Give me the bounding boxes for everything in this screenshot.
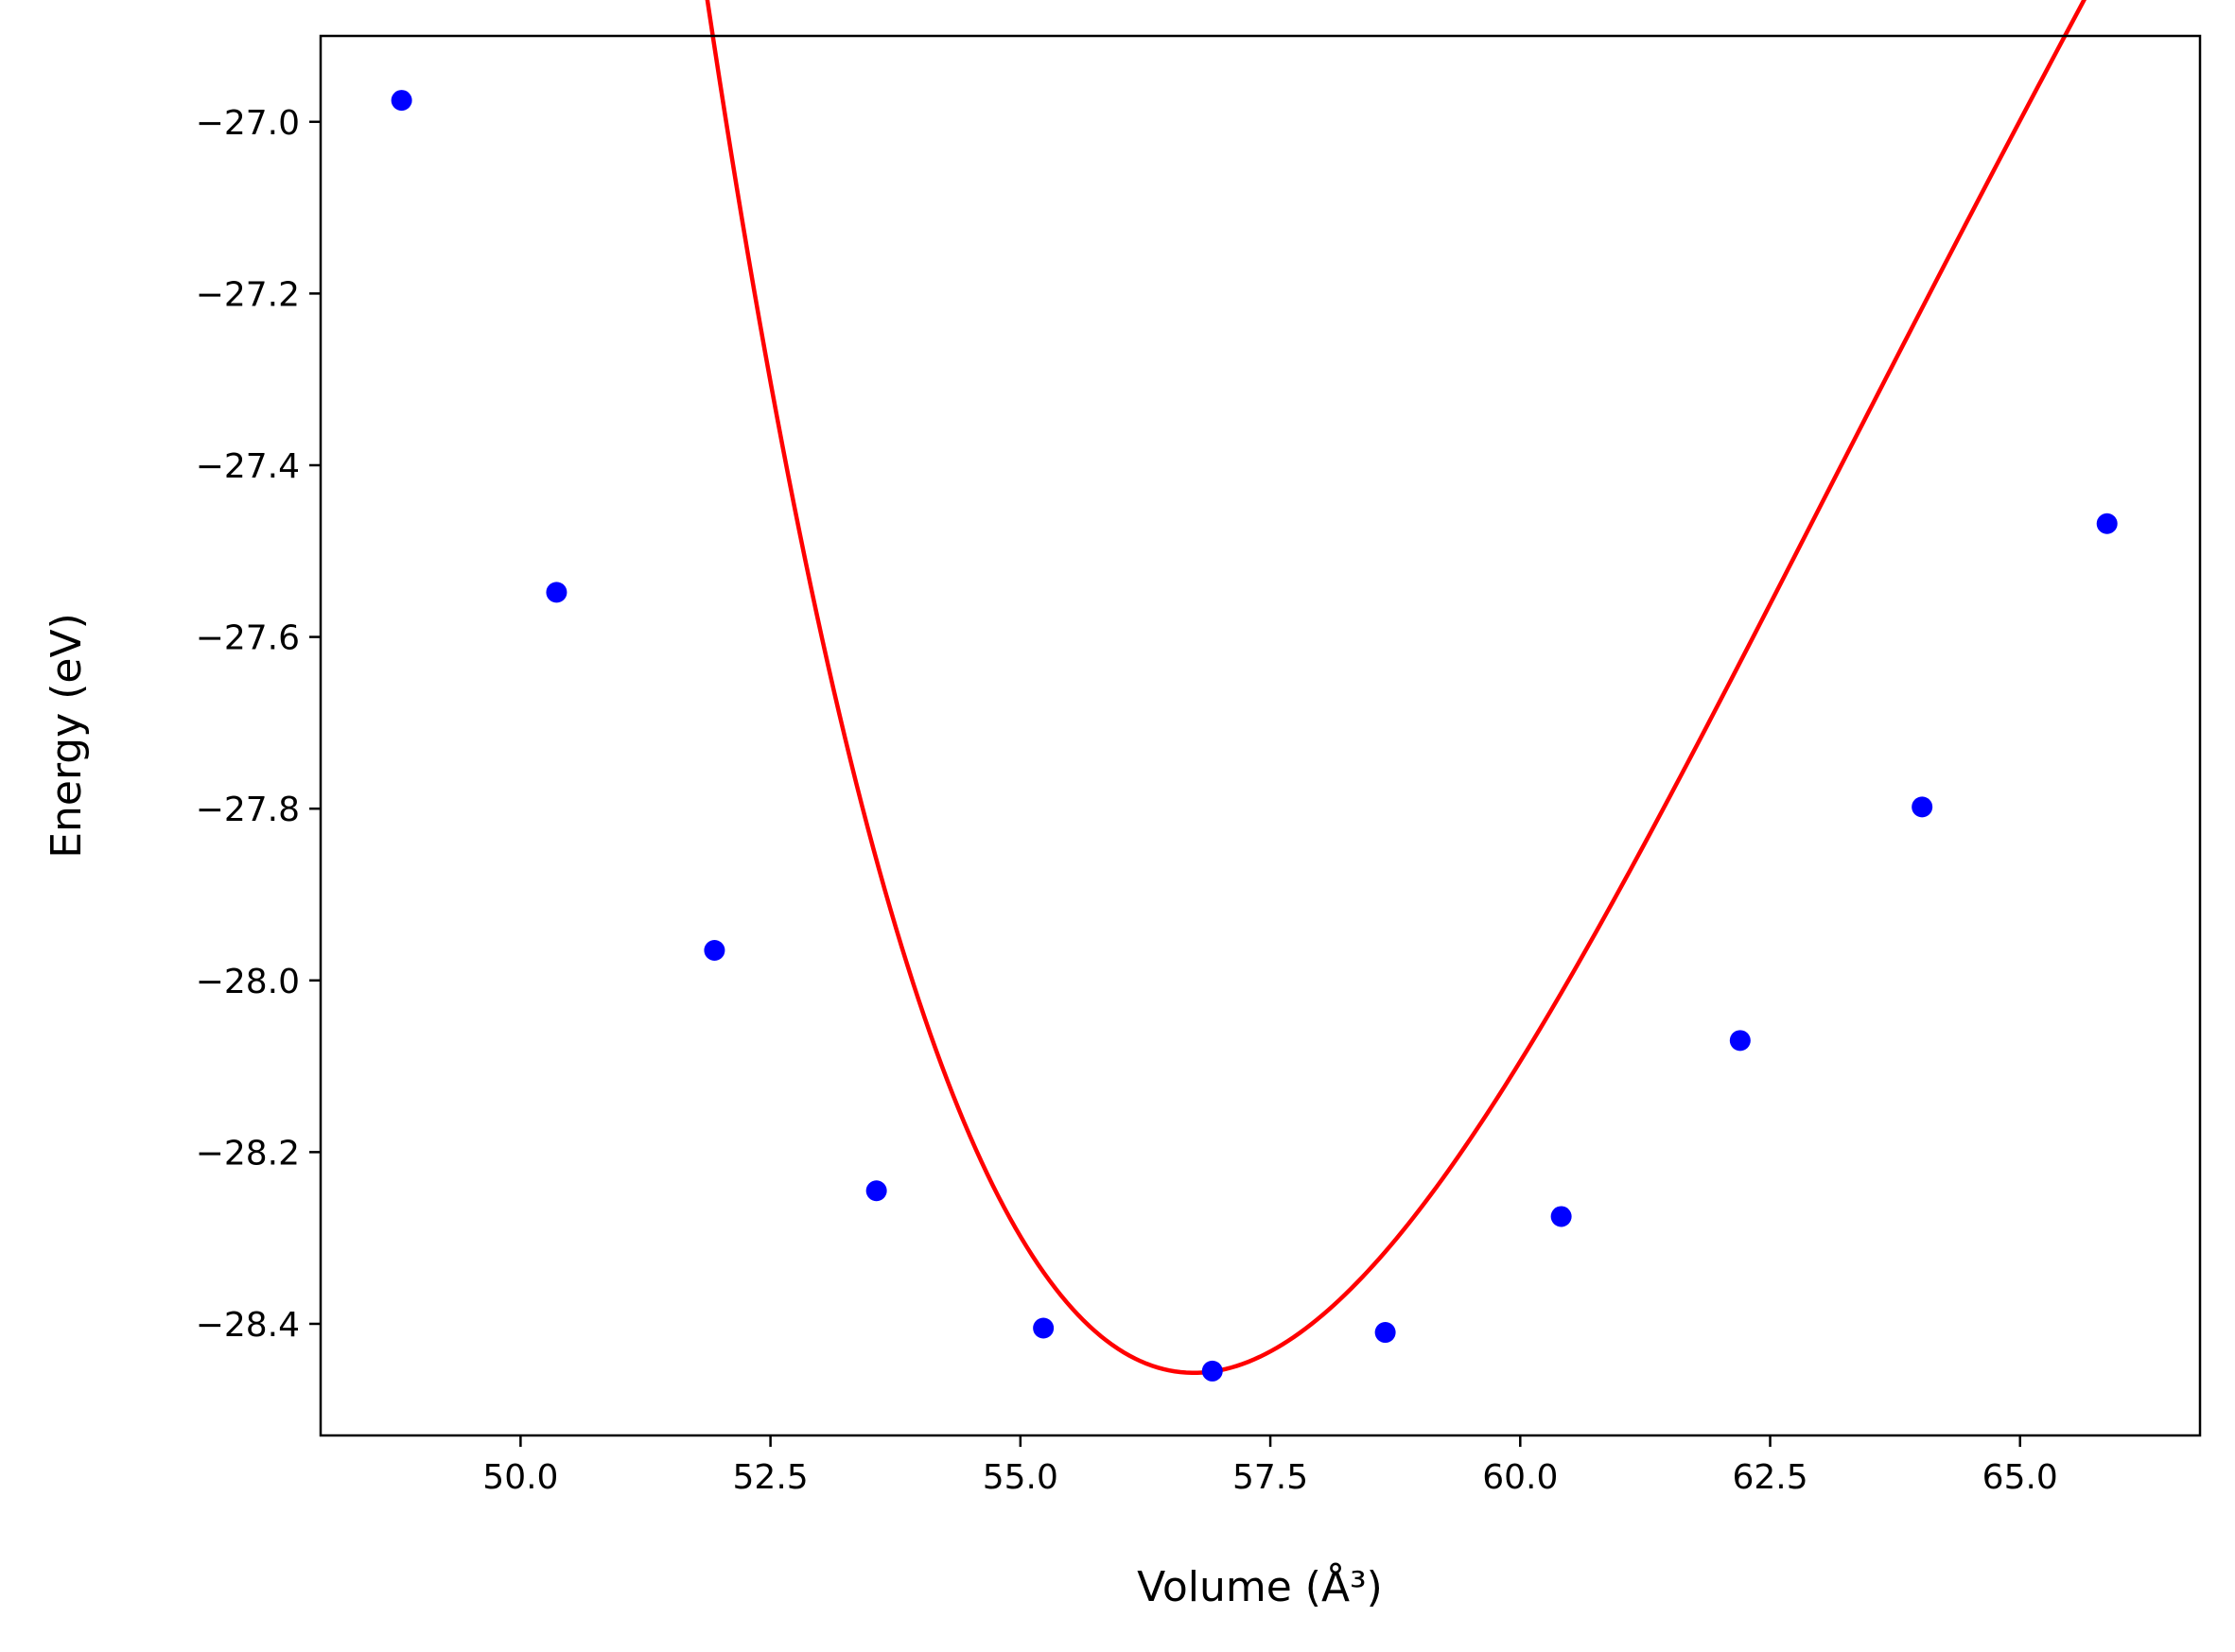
data-point bbox=[1912, 796, 1933, 818]
x-axis-label: Volume (Å³) bbox=[1137, 1561, 1383, 1611]
data-point bbox=[546, 582, 567, 603]
y-axis-label: Energy (eV) bbox=[43, 613, 91, 859]
y-tick-label: −28.2 bbox=[196, 1134, 300, 1173]
y-tick-label: −28.0 bbox=[196, 963, 300, 1001]
data-point bbox=[1729, 1030, 1751, 1052]
tick-layer: 50.0 52.5 55.0 57.5 60.0 62.5 65.0 −27.0 −27.2 −2… bbox=[196, 104, 2058, 1497]
x-tick-label: 57.5 bbox=[1232, 1458, 1308, 1497]
x-tick-label: 55.0 bbox=[983, 1458, 1058, 1497]
plot-area bbox=[391, 0, 2118, 1382]
y-tick-label: −28.4 bbox=[196, 1306, 300, 1345]
y-tick-label: −27.2 bbox=[196, 275, 300, 314]
data-point bbox=[704, 939, 725, 961]
x-tick-label: 62.5 bbox=[1732, 1458, 1807, 1497]
x-tick-label: 65.0 bbox=[1982, 1458, 2058, 1497]
x-tick-label: 50.0 bbox=[482, 1458, 558, 1497]
x-tick-label: 52.5 bbox=[733, 1458, 809, 1497]
y-tick-label: −27.0 bbox=[196, 104, 300, 143]
y-tick-label: −27.6 bbox=[196, 619, 300, 658]
data-point bbox=[1374, 1322, 1396, 1344]
data-point bbox=[1033, 1317, 1055, 1339]
data-point bbox=[391, 90, 412, 112]
data-point bbox=[2096, 513, 2118, 534]
x-tick-label: 60.0 bbox=[1482, 1458, 1558, 1497]
y-tick-label: −27.4 bbox=[196, 447, 300, 486]
y-tick-label: −27.8 bbox=[196, 791, 300, 829]
axes-frame bbox=[319, 34, 2202, 1437]
data-point bbox=[865, 1180, 887, 1202]
fit-curve-line bbox=[705, 0, 2087, 1376]
data-point bbox=[1201, 1360, 1223, 1382]
data-point bbox=[1550, 1206, 1572, 1227]
